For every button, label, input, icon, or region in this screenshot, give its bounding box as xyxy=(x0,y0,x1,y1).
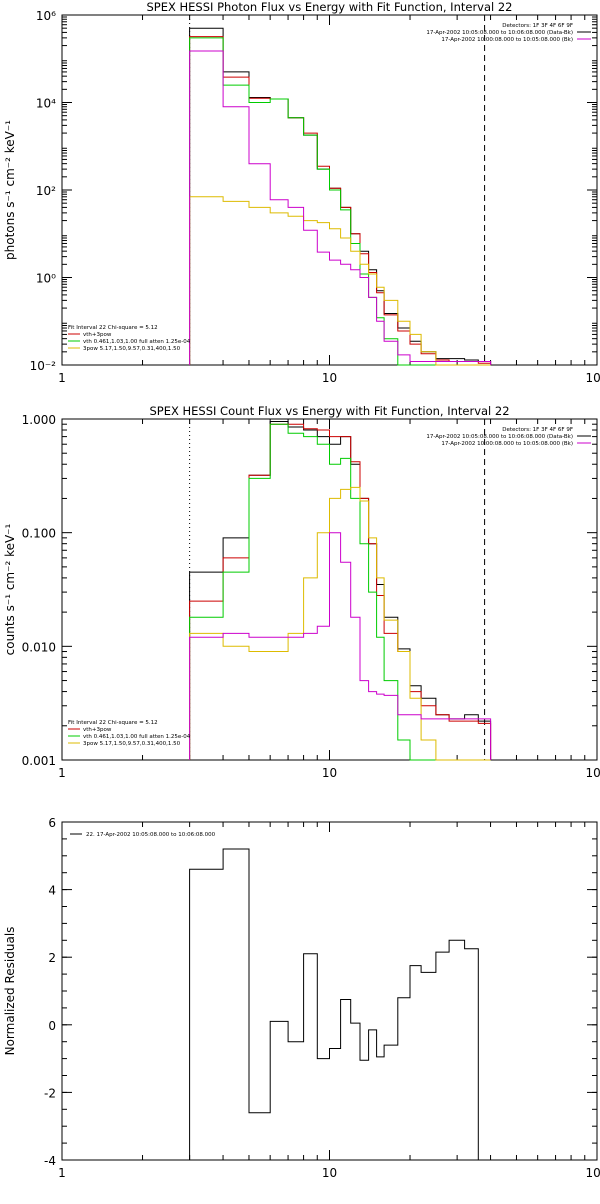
y-tick-label: 1.000 xyxy=(22,413,56,427)
y-tick-label: 10⁰ xyxy=(36,272,56,286)
series-residuals-line xyxy=(189,848,479,1160)
y-axis-label: Normalized Residuals xyxy=(3,927,17,1056)
x-tick-label: 1 xyxy=(58,766,66,780)
x-tick-label: 10 xyxy=(322,1166,337,1180)
legend-bottom-left-text: vth+3pow xyxy=(83,727,112,733)
legend-top-right-text: 17-Apr-2002 10:05:08.000 to 10:06:08.000… xyxy=(426,434,573,440)
legend-top-left-text: 22. 17-Apr-2002 10:05:08.000 to 10:06:08… xyxy=(86,832,216,838)
y-tick-label: 4 xyxy=(48,884,56,898)
legend-top-right-text: 17-Apr-2002 10:05:08.000 to 10:06:08.000… xyxy=(426,30,573,36)
x-tick-label: 10 xyxy=(322,371,337,385)
y-tick-label: -4 xyxy=(44,1154,56,1168)
series-nonthermal-line xyxy=(189,196,491,366)
chart-title: SPEX HESSI Photon Flux vs Energy with Fi… xyxy=(146,0,512,14)
x-tick-label: 100 xyxy=(586,1166,600,1180)
chart-title: SPEX HESSI Count Flux vs Energy with Fit… xyxy=(149,404,509,418)
y-tick-label: 2 xyxy=(48,951,56,965)
x-tick-label: 1 xyxy=(58,1166,66,1180)
y-tick-label: 10⁻² xyxy=(30,359,57,373)
legend-bottom-left-text: 3pow 5.17,1.50,9.57,0.31,400,1.50 xyxy=(83,741,181,747)
legend-top-right-text: Detectors: 1F 3F 4F 6F 9F xyxy=(502,23,573,29)
x-tick-label: 1 xyxy=(58,371,66,385)
y-tick-label: -2 xyxy=(44,1086,56,1100)
legend-bottom-left-text: vth 0.461,1.03,1.00 full atten 1.25e-04 xyxy=(83,734,191,740)
series-data-line xyxy=(189,421,492,760)
x-tick-label: 100 xyxy=(586,766,600,780)
y-tick-label: 10⁶ xyxy=(36,9,56,23)
series-background-line xyxy=(189,532,492,760)
series-nonthermal-line xyxy=(189,486,491,761)
y-axis-label: photons s⁻¹ cm⁻² keV⁻¹ xyxy=(3,120,17,260)
series-fit-line xyxy=(189,423,492,760)
legend-bottom-left-text: Fit Interval 22 Chi-square = 5.12 xyxy=(68,720,158,726)
y-tick-label: 10⁴ xyxy=(36,97,56,111)
y-tick-label: 0.001 xyxy=(22,754,56,768)
y-tick-label: 10² xyxy=(36,184,56,198)
legend-bottom-left-text: vth 0.461,1.03,1.00 full atten 1.25e-04 xyxy=(83,339,191,345)
plot-frame xyxy=(61,821,598,1161)
chart-panel-3: Normalized Residuals 1 10 100 -4 -2 0 2 4 6 22. 17… xyxy=(3,816,600,1180)
y-axis-label: counts s⁻¹ cm⁻² keV⁻¹ xyxy=(3,523,17,655)
x-tick-label: 100 xyxy=(586,371,600,385)
series-thermal-line xyxy=(189,423,491,761)
legend-top-right-text: 17-Apr-2002 10:00:08.000 to 10:05:08.000… xyxy=(441,37,573,43)
legend-bottom-left-text: 3pow 5.17,1.50,9.57,0.31,400,1.50 xyxy=(83,346,181,352)
y-tick-label: 0.010 xyxy=(22,640,56,654)
y-tick-label: 0 xyxy=(48,1019,56,1033)
legend-top-right-text: Detectors: 1F 3F 4F 6F 9F xyxy=(502,427,573,433)
y-tick-label: 6 xyxy=(48,816,56,830)
series-thermal-line xyxy=(189,37,491,366)
chart-panel-1: SPEX HESSI Photon Flux vs Energy with Fi… xyxy=(3,0,600,385)
legend-bottom-left-text: vth+3pow xyxy=(83,332,112,338)
legend-bottom-left-text: Fit Interval 22 Chi-square = 5.12 xyxy=(68,325,158,331)
series-background-line xyxy=(189,50,492,365)
chart-panel-2: SPEX HESSI Count Flux vs Energy with Fit… xyxy=(3,404,600,780)
legend-top-right-text: 17-Apr-2002 10:00:08.000 to 10:05:08.000… xyxy=(441,441,573,447)
y-tick-label: 0.100 xyxy=(22,527,56,541)
x-tick-label: 10 xyxy=(322,766,337,780)
